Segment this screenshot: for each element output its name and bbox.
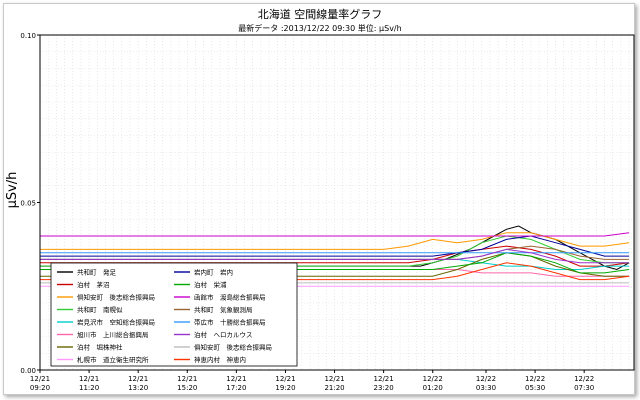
chart-subtitle: 最新データ :2013/12/22 09:30 単位: μSv/h [238, 23, 401, 33]
legend-label: 帯広市 十勝総合振興局 [194, 318, 266, 327]
x-tick-label-time: 07:30 [574, 384, 594, 392]
x-tick-label-time: 15:20 [177, 384, 197, 392]
legend-label: 泊村 堀株神社 [77, 343, 123, 352]
legend-label: 倶知安町 後志総合振興局 [77, 293, 155, 302]
y-tick-label: 0.00 [20, 367, 36, 375]
legend-label: 泊村 ヘロカルウス [194, 330, 253, 339]
legend-label: 神恵内村 神恵内 [194, 355, 246, 364]
legend-label: 泊村 茅沼 [77, 280, 110, 289]
x-tick-label-date: 12/21 [30, 375, 50, 383]
x-tick-label-time: 19:20 [275, 384, 295, 392]
y-axis-label: μSv/h [5, 172, 20, 209]
x-tick-label-time: 21:20 [324, 384, 344, 392]
chart-title: 北海道 空間線量率グラフ [258, 7, 383, 21]
y-tick-label: 0.10 [20, 32, 36, 40]
x-tick-label-time: 23:20 [374, 384, 394, 392]
x-tick-label-date: 12/21 [324, 375, 344, 383]
legend-label: 岩見沢市 空知総合振興局 [77, 318, 155, 327]
x-tick-label-time: 09:20 [30, 384, 50, 392]
x-tick-label-time: 11:20 [79, 384, 99, 392]
legend-label: 共和町 南幌似 [77, 305, 123, 314]
x-tick-label-date: 12/22 [574, 375, 594, 383]
x-tick-label-date: 12/21 [128, 375, 148, 383]
x-tick-label-date: 12/21 [177, 375, 197, 383]
x-tick-label-time: 05:30 [525, 384, 545, 392]
x-tick-label-date: 12/22 [525, 375, 545, 383]
x-tick-label-date: 12/21 [275, 375, 295, 383]
line-chart: 北海道 空間線量率グラフ 最新データ :2013/12/22 09:30 単位:… [5, 7, 635, 392]
x-tick-label-date: 12/21 [79, 375, 99, 383]
series-line [40, 248, 630, 264]
x-tick-label-time: 13:20 [128, 384, 148, 392]
legend-label: 函館市 渡島総合振興局 [194, 293, 266, 302]
x-tick-label-time: 17:20 [226, 384, 246, 392]
legend-box [50, 262, 298, 367]
series-line [40, 232, 630, 250]
x-tick-label-date: 12/21 [226, 375, 246, 383]
axes: 0.000.050.1012/2109:2012/2111:2012/2113:… [20, 32, 635, 392]
series-line [40, 232, 630, 237]
x-tick-label-date: 12/22 [423, 375, 443, 383]
legend-label: 共和町 発足 [77, 268, 117, 277]
x-tick-label-date: 12/21 [374, 375, 394, 383]
legend-label: 札幌市 道立衛生研究所 [77, 355, 149, 364]
legend-label: 旭川市 上川総合振興局 [77, 330, 149, 339]
x-tick-label-time: 01:20 [423, 384, 443, 392]
chart-frame: 北海道 空間線量率グラフ 最新データ :2013/12/22 09:30 単位:… [3, 3, 635, 395]
legend-label: 岩内町 岩内 [194, 268, 233, 277]
legend-label: 泊村 栄浦 [194, 280, 227, 289]
x-tick-label-time: 03:30 [476, 384, 496, 392]
legend-label: 共和町 気象観測局 [194, 305, 253, 314]
x-tick-label-date: 12/22 [476, 375, 496, 383]
legend-label: 俱知安町 後志総合振興局 [194, 343, 272, 352]
y-tick-label: 0.05 [20, 200, 36, 208]
